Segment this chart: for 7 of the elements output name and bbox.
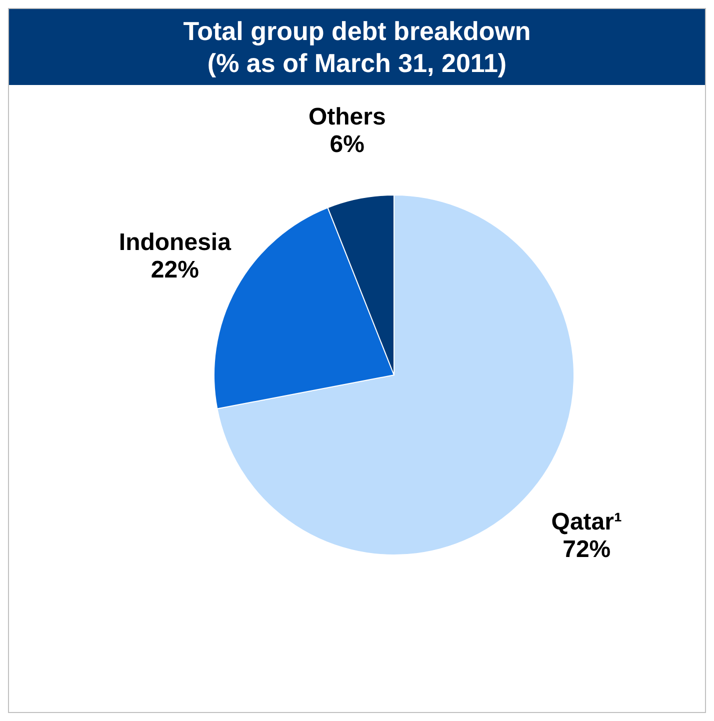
slice-label: Indonesia bbox=[118, 228, 232, 256]
chart-title: Total group debt breakdown (% as of March 31, 2011) bbox=[182, 15, 532, 79]
slice-label: Qatar¹ bbox=[551, 508, 622, 536]
slice-label: Others bbox=[308, 104, 386, 131]
data-label: 6% bbox=[330, 131, 364, 158]
data-label: 72% bbox=[562, 536, 611, 564]
data-label: 22% bbox=[150, 256, 199, 284]
